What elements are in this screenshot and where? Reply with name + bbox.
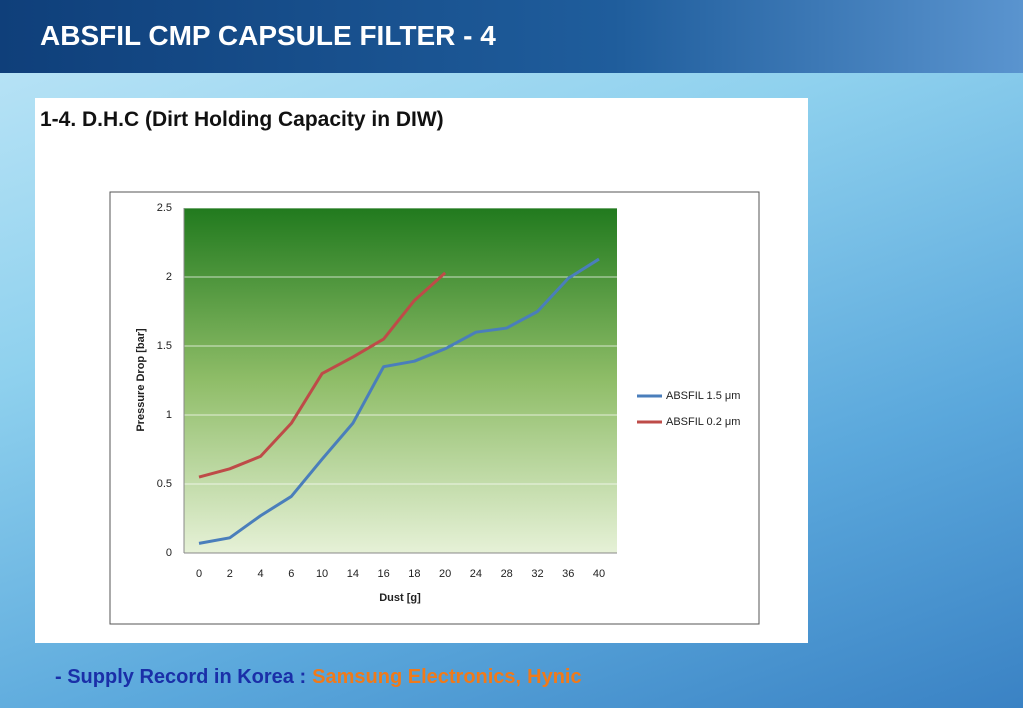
x-tick-label: 10 <box>316 568 328 580</box>
x-tick-label: 32 <box>531 568 543 580</box>
x-tick-label: 18 <box>408 568 420 580</box>
x-tick-label: 6 <box>288 568 294 580</box>
x-tick-label: 24 <box>470 568 482 580</box>
y-tick-label: 2 <box>166 271 172 283</box>
y-tick-label: 1.5 <box>157 340 172 352</box>
series-line <box>198 257 600 545</box>
x-tick-label: 4 <box>257 568 263 580</box>
y-tick-label: 0 <box>166 547 172 559</box>
y-tick-label: 0.5 <box>157 478 172 490</box>
slide-title: ABSFIL CMP CAPSULE FILTER - 4 <box>40 20 496 51</box>
footer-label: - Supply Record in Korea : <box>55 666 307 688</box>
y-tick-label: 2.5 <box>157 202 172 214</box>
x-tick-label: 36 <box>562 568 574 580</box>
x-tick-label: 40 <box>593 568 605 580</box>
section-heading: 1-4. D.H.C (Dirt Holding Capacity in DIW… <box>40 108 444 131</box>
x-axis-label: Dust [g] <box>379 592 421 604</box>
title-bar <box>0 0 1023 73</box>
footer-item: Samsung Electronics, <box>312 666 522 688</box>
legend-label: ABSFIL 0.2 μm <box>666 416 740 428</box>
x-tick-label: 14 <box>347 568 359 580</box>
y-tick-label: 1 <box>166 409 172 421</box>
plot-area <box>184 208 617 553</box>
x-tick-label: 0 <box>196 568 202 580</box>
legend-label: ABSFIL 1.5 μm <box>666 390 740 402</box>
x-tick-label: 16 <box>377 568 389 580</box>
series-line <box>198 271 447 479</box>
footer-item: Hynic <box>527 666 582 688</box>
x-tick-label: 20 <box>439 568 451 580</box>
y-axis-label: Pressure Drop [bar] <box>135 328 147 432</box>
footer: - Supply Record in Korea : Samsung Electr… <box>55 666 582 689</box>
x-tick-label: 2 <box>227 568 233 580</box>
x-tick-label: 28 <box>501 568 513 580</box>
